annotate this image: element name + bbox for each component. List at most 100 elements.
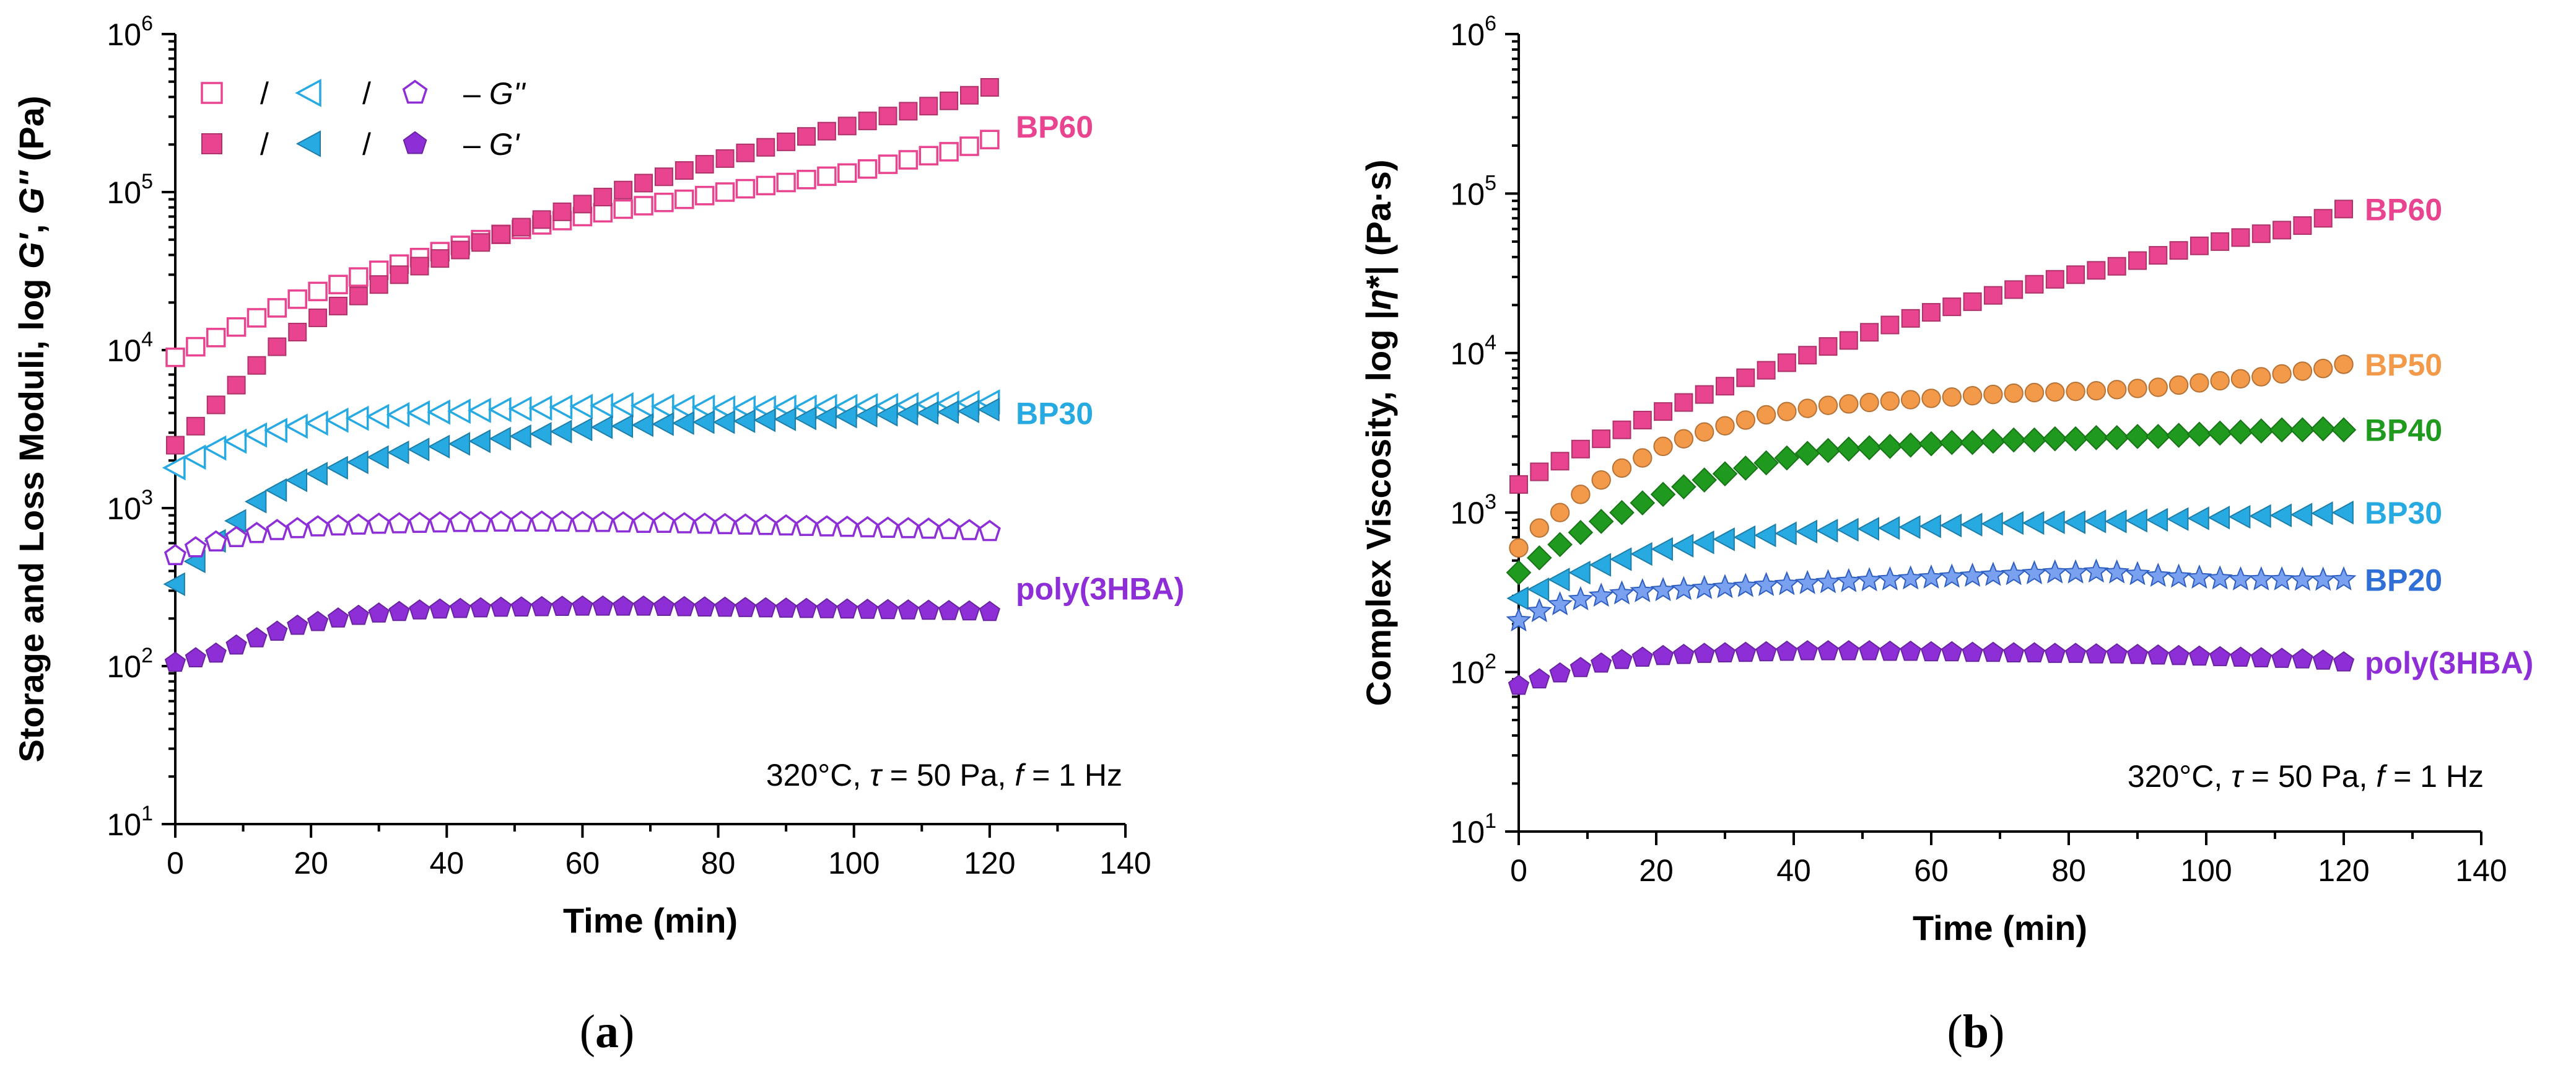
data-point bbox=[1609, 499, 1635, 525]
data-point bbox=[2228, 504, 2251, 529]
data-point bbox=[244, 490, 267, 514]
data-point bbox=[1571, 439, 1590, 459]
data-point bbox=[2084, 509, 2107, 533]
data-point bbox=[2228, 419, 2253, 445]
data-point bbox=[836, 598, 858, 619]
data-point bbox=[1692, 467, 1718, 493]
series-label: BP60 bbox=[1016, 110, 1093, 144]
data-point bbox=[268, 337, 287, 356]
data-point bbox=[1859, 392, 1879, 413]
data-point bbox=[491, 225, 510, 244]
data-point bbox=[898, 150, 919, 170]
data-point bbox=[1753, 450, 1779, 476]
data-point bbox=[2292, 648, 2313, 669]
data-point bbox=[1836, 436, 1862, 462]
data-point bbox=[2045, 270, 2064, 289]
data-point bbox=[2273, 221, 2292, 240]
data-point bbox=[185, 647, 206, 667]
data-point bbox=[653, 595, 675, 616]
data-point bbox=[2149, 246, 2168, 265]
x-tick-label: 80 bbox=[701, 846, 736, 880]
data-point bbox=[528, 395, 552, 421]
data-point bbox=[590, 393, 613, 419]
data-point bbox=[1549, 662, 1571, 683]
data-point bbox=[1857, 517, 1879, 541]
data-point bbox=[2166, 423, 2191, 448]
data-point bbox=[409, 599, 430, 620]
data-point bbox=[1716, 377, 1734, 396]
data-point bbox=[795, 597, 818, 618]
data-point bbox=[266, 620, 288, 641]
data-point bbox=[186, 416, 205, 436]
data-point bbox=[1588, 582, 1614, 607]
data-point bbox=[390, 265, 409, 284]
data-point bbox=[1939, 429, 1965, 455]
data-point bbox=[1733, 525, 1756, 550]
data-point bbox=[630, 393, 654, 419]
data-point bbox=[2289, 566, 2315, 591]
data-point bbox=[549, 394, 573, 420]
data-point bbox=[1612, 458, 1632, 478]
data-point bbox=[2248, 566, 2274, 590]
data-point bbox=[1879, 640, 1901, 661]
data-point bbox=[2043, 510, 2065, 534]
data-point bbox=[2001, 511, 2024, 535]
data-point bbox=[1547, 591, 1573, 616]
data-point bbox=[2249, 504, 2271, 529]
data-point bbox=[1797, 398, 1817, 418]
data-point bbox=[1817, 640, 1839, 661]
series-label: poly(3HBA) bbox=[1016, 572, 1184, 607]
data-point bbox=[1756, 405, 1776, 425]
data-point bbox=[1900, 640, 1921, 661]
data-point bbox=[510, 510, 533, 532]
data-point bbox=[1630, 542, 1653, 566]
legend-marker bbox=[201, 133, 222, 154]
data-point bbox=[1901, 390, 1921, 410]
data-point bbox=[1815, 569, 1841, 594]
data-point bbox=[284, 413, 308, 439]
data-point bbox=[754, 514, 777, 535]
data-point bbox=[736, 143, 755, 162]
data-point bbox=[508, 396, 532, 422]
conditions-annotation: 320°C, τ = 50 Pa, f = 1 Hz bbox=[766, 758, 1122, 792]
data-point bbox=[573, 195, 592, 214]
data-point bbox=[612, 511, 635, 533]
data-point bbox=[2044, 643, 2066, 663]
legend-separator: / bbox=[362, 76, 371, 111]
data-point bbox=[2166, 563, 2192, 588]
series-label: BP40 bbox=[2365, 413, 2442, 448]
data-point bbox=[266, 519, 289, 540]
data-point bbox=[551, 595, 573, 616]
panel-caption: (b) bbox=[1947, 1006, 2005, 1058]
data-point bbox=[2231, 228, 2250, 247]
data-point bbox=[1693, 643, 1715, 663]
data-point bbox=[1980, 428, 2006, 454]
data-point bbox=[162, 455, 186, 481]
data-point bbox=[2125, 509, 2147, 533]
data-point bbox=[286, 517, 309, 538]
data-point bbox=[1962, 385, 1983, 406]
data-point bbox=[1695, 422, 1714, 442]
data-point bbox=[206, 328, 226, 348]
data-point bbox=[1550, 452, 1570, 471]
data-point bbox=[2024, 642, 2045, 662]
data-point bbox=[2190, 236, 2209, 255]
data-point bbox=[1509, 538, 1529, 558]
legend-marker bbox=[295, 130, 321, 157]
data-point bbox=[1713, 527, 1735, 551]
data-point bbox=[858, 112, 877, 131]
data-point bbox=[264, 478, 287, 503]
series-bp60-storage bbox=[166, 77, 999, 455]
data-point bbox=[1609, 580, 1635, 605]
data-point bbox=[204, 530, 227, 552]
data-point bbox=[875, 403, 898, 427]
x-tick-label: 20 bbox=[294, 846, 328, 880]
data-point bbox=[307, 515, 330, 537]
data-point bbox=[307, 610, 329, 631]
data-point bbox=[451, 240, 470, 260]
data-point bbox=[388, 600, 410, 621]
data-point bbox=[1674, 393, 1693, 412]
data-point bbox=[2066, 265, 2085, 284]
